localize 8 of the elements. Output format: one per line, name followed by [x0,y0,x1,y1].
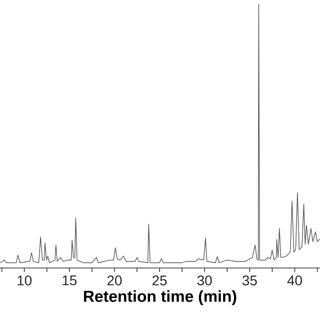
x-tick-label: 15 [62,276,77,286]
x-axis-title: Retention time (min) [84,290,236,306]
x-tick-label: 35 [242,276,257,286]
x-tick-label: 30 [197,276,212,286]
x-tick-label: 40 [287,276,302,286]
x-tick-label: 10 [18,276,32,286]
x-tick-label: 25 [152,276,167,286]
x-tick-label: 20 [107,276,122,286]
